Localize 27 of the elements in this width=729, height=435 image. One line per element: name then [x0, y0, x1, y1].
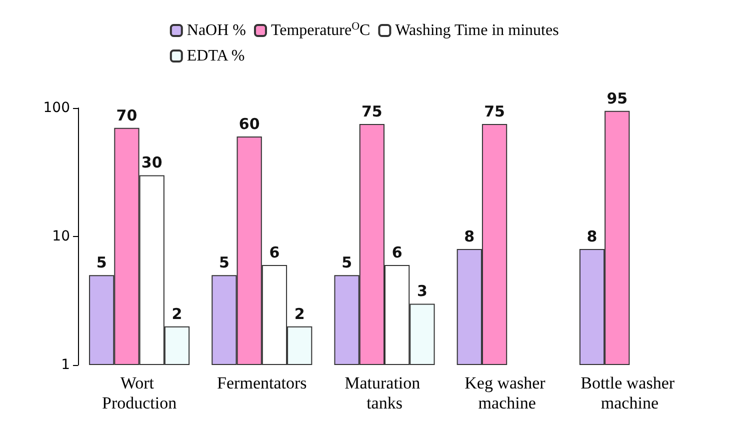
y-tick-label: 10 — [52, 228, 70, 244]
data-label: 8 — [464, 227, 475, 246]
x-tick-label: Fermentators — [217, 374, 307, 392]
data-label: 6 — [392, 244, 402, 262]
y-tick-label: 100 — [43, 100, 70, 116]
data-label: 75 — [361, 102, 382, 121]
data-label: 70 — [116, 106, 138, 124]
data-label: 6 — [269, 244, 280, 262]
data-label: 3 — [416, 282, 428, 300]
data-label: 5 — [342, 254, 352, 272]
legend-label: NaOH % — [186, 22, 246, 39]
legend-label: EDTA % — [186, 48, 245, 64]
data-label: 2 — [172, 304, 182, 323]
data-label: 5 — [218, 254, 230, 272]
data-label: 2 — [294, 304, 305, 323]
legend-label: Washing Time in minutes — [395, 22, 559, 39]
data-label: 5 — [96, 254, 107, 272]
data-label: 8 — [586, 227, 598, 246]
y-tick-label: 1 — [61, 357, 70, 373]
x-tick-label: Wort Production — [102, 374, 178, 412]
data-label: 60 — [238, 115, 260, 134]
x-tick-label: Keg washer machine — [464, 374, 550, 412]
x-tick-label: Bottle washer machine — [580, 374, 679, 412]
data-label: 75 — [484, 102, 505, 121]
data-label: 30 — [141, 154, 162, 172]
x-tick-label: Maturation tanks — [344, 374, 424, 412]
data-label: 95 — [606, 89, 628, 108]
